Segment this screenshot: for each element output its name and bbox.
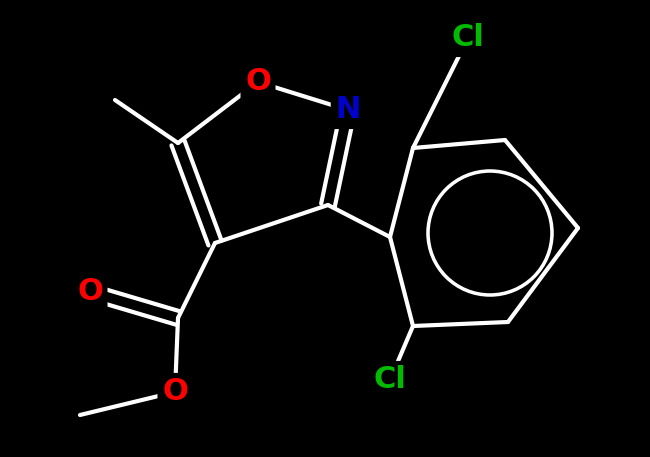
Text: O: O (77, 277, 103, 307)
Text: Cl: Cl (374, 366, 406, 394)
Text: O: O (162, 377, 188, 406)
Text: N: N (335, 96, 361, 124)
Text: O: O (245, 68, 271, 96)
Text: Cl: Cl (452, 23, 484, 53)
